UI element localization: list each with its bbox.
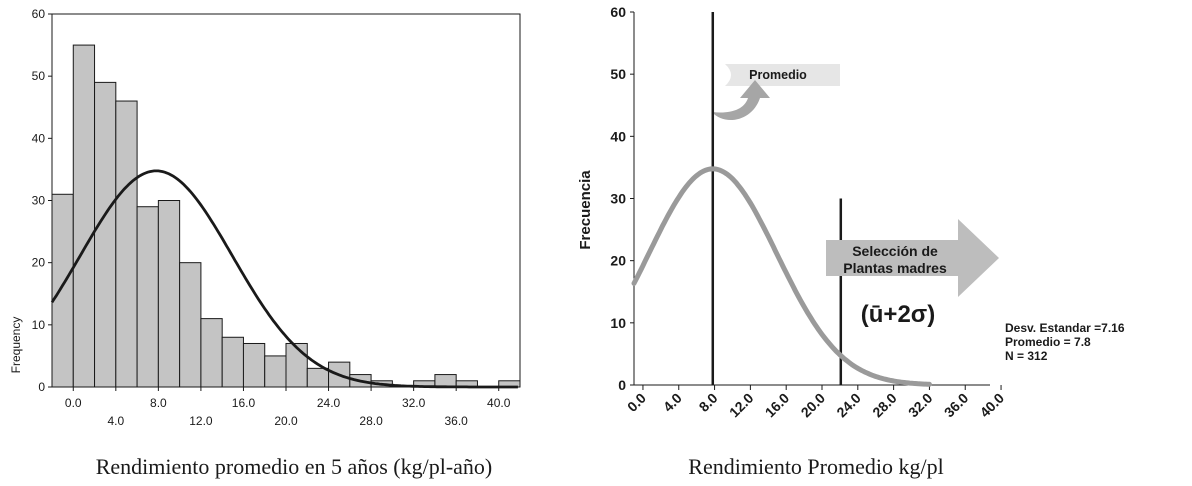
x-axis-ticks: 0.0 4.0 8.0 12.0 16.0 20.0 24.0 28.0 32.0 36.0 40.…: [624, 385, 1007, 420]
distribution-chart: 0 10 20 30 40 50 60 0.0 4.0 8.0 12.0 16.0 20.0 24.0 2…: [577, 4, 1125, 479]
y-axis-ticks: 0 10 20 30 40 50 60: [610, 4, 634, 393]
x-axis-label: Rendimiento promedio en 5 años (kg/pl-añ…: [96, 454, 493, 479]
y-axis-label: Frequency: [9, 317, 23, 374]
x-tick-label: 28.0: [359, 414, 383, 428]
y-tick-label: 0: [618, 377, 626, 393]
histogram-bar: [51, 193, 74, 388]
y-tick-label: 50: [32, 69, 46, 83]
y-tick-label: 60: [610, 4, 626, 20]
y-axis-ticks: 0 10 20 30 40 50 60: [32, 7, 52, 394]
histogram-bar: [94, 81, 117, 388]
x-tick-label: 12.0: [726, 390, 757, 421]
x-tick-label: 32.0: [402, 396, 426, 410]
x-tick-label: 0.0: [65, 396, 82, 410]
selection-formula: (ū+2σ): [861, 301, 935, 328]
selection-arrow-icon: [826, 219, 999, 297]
x-tick-label: 8.0: [696, 390, 721, 415]
histogram-bar: [242, 342, 266, 388]
x-tick-label: 20.0: [798, 390, 829, 421]
histogram-bar: [115, 100, 138, 388]
curved-arrow-icon: [712, 80, 770, 121]
x-tick-label: 16.0: [232, 396, 256, 410]
histogram-bar: [285, 342, 308, 388]
x-tick-label: 8.0: [150, 396, 167, 410]
mean-label-band: [725, 64, 840, 86]
histogram-bar: [72, 44, 96, 388]
histogram-bar: [306, 367, 330, 388]
x-tick-label: 4.0: [660, 390, 685, 415]
x-tick-label: 36.0: [941, 390, 972, 421]
y-tick-label: 30: [32, 194, 46, 208]
x-axis-ticks: 0.0 8.0 16.0 24.0 32.0 40.0 4.0 12.0 20.0 28.0 36.…: [65, 387, 511, 428]
y-tick-label: 20: [610, 253, 626, 269]
histogram-bars: [51, 44, 521, 388]
x-tick-label: 16.0: [762, 390, 793, 421]
y-axis-label: Frecuencia: [577, 170, 594, 250]
y-tick-label: 40: [32, 131, 46, 145]
x-tick-label: 32.0: [905, 390, 936, 421]
x-axis-label: Rendimiento Promedio kg/pl: [688, 454, 943, 479]
histogram-bar: [136, 206, 159, 388]
x-tick-label: 28.0: [869, 390, 900, 421]
stat-mean: Promedio = 7.8: [1005, 335, 1091, 349]
normal-curve: [631, 166, 932, 387]
x-tick-label: 24.0: [833, 390, 864, 421]
x-tick-label: 4.0: [107, 414, 124, 428]
x-tick-label: 40.0: [977, 390, 1008, 421]
y-tick-label: 10: [32, 318, 46, 332]
histogram-bar: [264, 355, 287, 388]
x-tick-label: 20.0: [274, 414, 298, 428]
histogram-bar: [157, 200, 181, 388]
x-tick-label: 40.0: [487, 396, 511, 410]
histogram-bar: [200, 318, 223, 388]
histogram-bar: [179, 262, 202, 388]
x-tick-label: 24.0: [317, 396, 341, 410]
mean-label: Promedio: [749, 68, 807, 82]
histogram-bar: [221, 336, 244, 388]
histogram-bar: [434, 374, 457, 388]
y-tick-label: 20: [32, 256, 46, 270]
y-tick-label: 0: [38, 380, 45, 394]
histogram-chart: 0 10 20 30 40 50 60 0.0 8.0 16.0 24.0 32.0 40.0 4.0 1…: [9, 7, 521, 479]
y-tick-label: 40: [610, 128, 626, 144]
selection-label-line1: Selección de: [852, 243, 938, 259]
y-tick-label: 60: [32, 7, 46, 21]
stat-n: N = 312: [1005, 349, 1048, 363]
y-tick-label: 30: [610, 191, 626, 207]
stat-sd: Desv. Estandar =7.16: [1005, 321, 1125, 335]
x-tick-label: 36.0: [445, 414, 469, 428]
selection-label-line2: Plantas madres: [843, 260, 947, 276]
x-tick-label: 0.0: [624, 390, 649, 415]
y-tick-label: 10: [610, 315, 626, 331]
x-tick-label: 12.0: [189, 414, 213, 428]
y-tick-label: 50: [610, 66, 626, 82]
